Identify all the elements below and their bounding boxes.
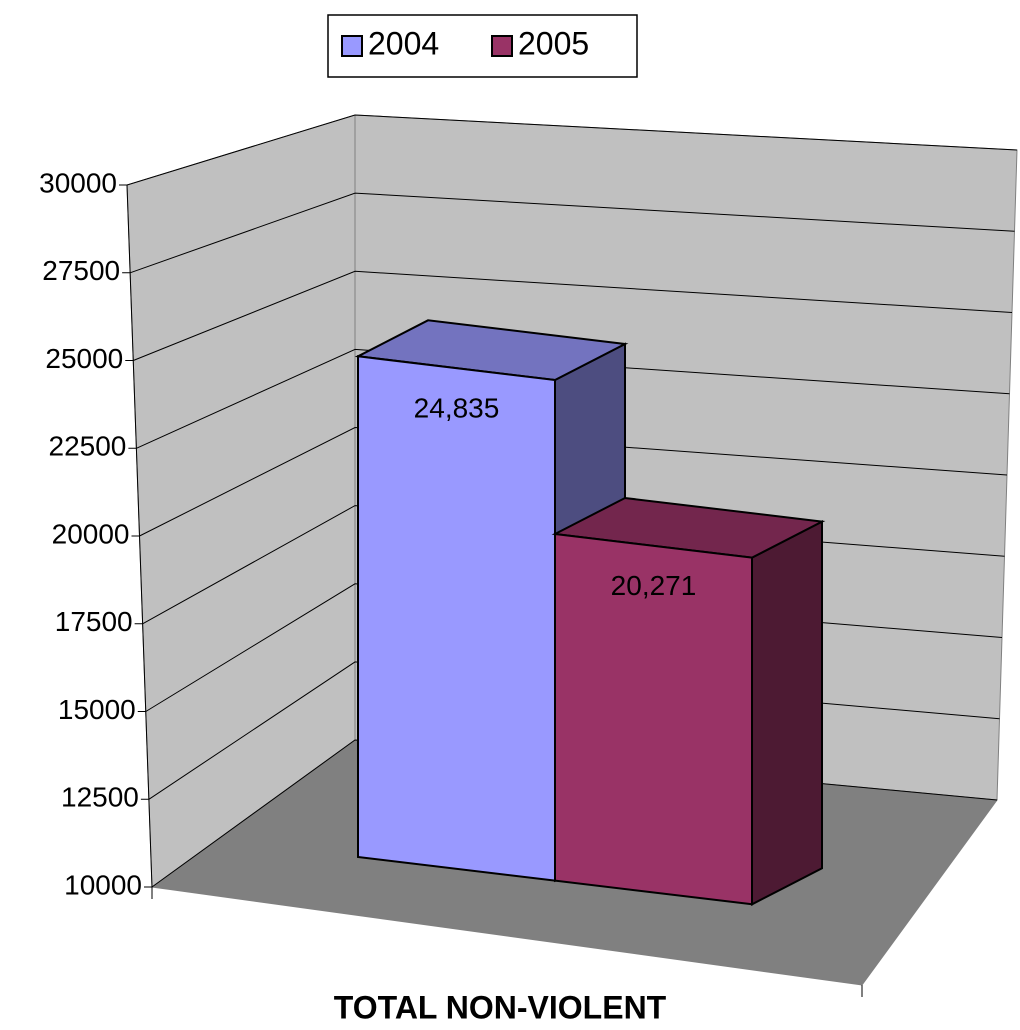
y-tick-label: 27500 <box>42 255 120 286</box>
legend-box <box>327 14 638 78</box>
bar <box>554 532 753 906</box>
y-tick-label: 20000 <box>52 518 130 549</box>
legend-label: 2005 <box>518 25 589 61</box>
x-tick-label: TOTAL NON-VIOLENT <box>334 989 667 1025</box>
bar-side <box>751 519 823 906</box>
y-tick-label: 30000 <box>39 167 117 198</box>
grid-line <box>133 270 1013 361</box>
grid-line <box>129 192 1015 274</box>
bar <box>357 355 556 882</box>
legend-swatch <box>341 35 363 57</box>
y-tick-label: 17500 <box>55 606 133 637</box>
y-tick-label: 25000 <box>45 343 123 374</box>
grid-line <box>126 114 1018 186</box>
value-label: 24,835 <box>414 393 500 424</box>
value-label: 20,271 <box>611 570 697 601</box>
y-tick-label: 10000 <box>64 869 142 900</box>
legend-swatch <box>491 35 513 57</box>
y-tick-label: 12500 <box>61 782 139 813</box>
y-tick-label: 15000 <box>58 694 136 725</box>
grid-line <box>139 426 1008 537</box>
grid-line <box>136 348 1010 449</box>
y-tick-label: 22500 <box>49 431 127 462</box>
legend-label: 2004 <box>368 25 439 61</box>
